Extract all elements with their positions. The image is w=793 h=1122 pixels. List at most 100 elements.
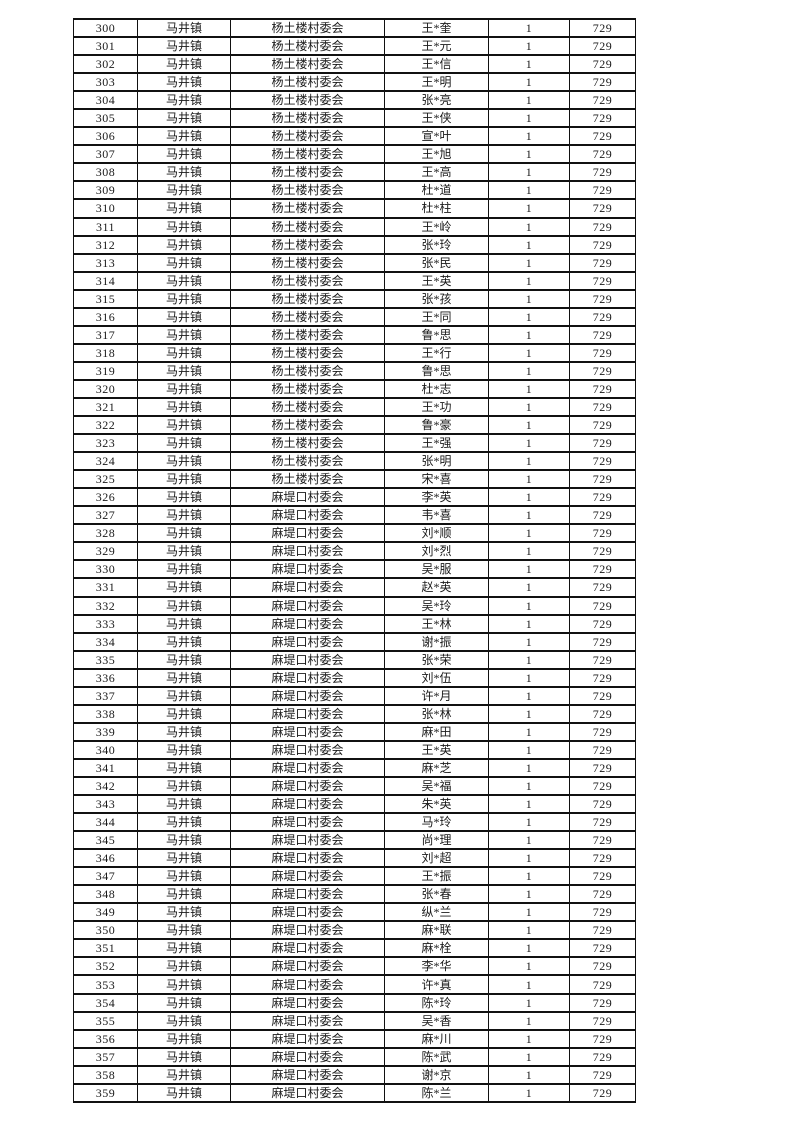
cell-amount: 729	[569, 902, 636, 923]
table-row: 307 马井镇 杨土楼村委会 王*旭 1 729	[73, 144, 636, 165]
cell-amount: 729	[569, 396, 636, 418]
cell-amount: 729	[569, 505, 636, 526]
cell-village: 麻堤口村委会	[230, 757, 385, 778]
cell-count: 1	[488, 721, 570, 742]
cell-town: 马井镇	[137, 324, 231, 345]
cell-count: 1	[488, 505, 570, 526]
cell-village: 麻堤口村委会	[230, 1010, 385, 1031]
cell-amount: 729	[569, 920, 636, 941]
cell-village: 杨土楼村委会	[230, 126, 385, 147]
cell-town: 马井镇	[137, 270, 231, 291]
cell-no: 355	[73, 1010, 138, 1031]
cell-count: 1	[488, 559, 570, 580]
cell-village: 麻堤口村委会	[230, 848, 385, 869]
cell-town: 马井镇	[137, 505, 231, 526]
cell-count: 1	[488, 396, 570, 418]
cell-name: 张*亮	[384, 90, 489, 111]
cell-count: 1	[488, 1064, 570, 1085]
table-row: 316 马井镇 杨土楼村委会 王*同 1 729	[73, 306, 636, 327]
cell-village: 麻堤口村委会	[230, 866, 385, 887]
cell-name: 尚*理	[384, 830, 489, 851]
cell-amount: 729	[569, 794, 636, 815]
cell-name: 麻*川	[384, 1028, 489, 1049]
cell-name: 张*林	[384, 703, 489, 724]
cell-name: 鲁*豪	[384, 415, 489, 436]
cell-count: 1	[488, 775, 570, 797]
cell-no: 335	[73, 649, 138, 670]
table-row: 332 马井镇 麻堤口村委会 吴*玲 1 729	[73, 595, 636, 616]
cell-town: 马井镇	[137, 126, 231, 147]
cell-name: 王*侠	[384, 108, 489, 129]
cell-amount: 729	[569, 938, 636, 959]
cell-village: 麻堤口村委会	[230, 794, 385, 815]
cell-no: 310	[73, 198, 138, 219]
cell-name: 王*明	[384, 72, 489, 93]
table-row: 359 马井镇 麻堤口村委会 陈*兰 1 729	[73, 1082, 636, 1104]
cell-count: 1	[488, 108, 570, 129]
cell-count: 1	[488, 433, 570, 454]
cell-amount: 729	[569, 866, 636, 887]
cell-amount: 729	[569, 342, 636, 363]
cell-name: 陈*兰	[384, 1082, 489, 1104]
cell-village: 麻堤口村委会	[230, 703, 385, 724]
cell-count: 1	[488, 703, 570, 724]
table-row: 303 马井镇 杨土楼村委会 王*明 1 729	[73, 72, 636, 93]
cell-town: 马井镇	[137, 54, 231, 75]
cell-name: 韦*喜	[384, 505, 489, 526]
cell-no: 334	[73, 631, 138, 652]
cell-town: 马井镇	[137, 974, 231, 995]
cell-no: 322	[73, 415, 138, 436]
cell-village: 麻堤口村委会	[230, 577, 385, 598]
cell-village: 麻堤口村委会	[230, 1046, 385, 1067]
table-row: 358 马井镇 麻堤口村委会 谢*京 1 729	[73, 1064, 636, 1085]
cell-name: 鲁*思	[384, 324, 489, 345]
cell-name: 张*玲	[384, 234, 489, 255]
cell-amount: 729	[569, 198, 636, 219]
cell-town: 马井镇	[137, 902, 231, 923]
cell-count: 1	[488, 757, 570, 778]
cell-no: 329	[73, 541, 138, 562]
cell-name: 麻*芝	[384, 757, 489, 778]
cell-name: 麻*联	[384, 920, 489, 941]
cell-village: 麻堤口村委会	[230, 884, 385, 905]
cell-village: 麻堤口村委会	[230, 920, 385, 941]
cell-town: 马井镇	[137, 216, 231, 237]
cell-no: 357	[73, 1046, 138, 1067]
cell-name: 刘*顺	[384, 523, 489, 544]
table-row: 313 马井镇 杨土楼村委会 张*民 1 729	[73, 252, 636, 273]
cell-town: 马井镇	[137, 108, 231, 129]
table-row: 319 马井镇 杨土楼村委会 鲁*思 1 729	[73, 360, 636, 381]
table-row: 311 马井镇 杨土楼村委会 王*岭 1 729	[73, 216, 636, 237]
table-row: 337 马井镇 麻堤口村委会 许*月 1 729	[73, 685, 636, 706]
cell-name: 杜*志	[384, 378, 489, 399]
table-row: 301 马井镇 杨土楼村委会 王*元 1 729	[73, 36, 636, 57]
cell-name: 王*振	[384, 866, 489, 887]
table-row: 342 马井镇 麻堤口村委会 吴*福 1 729	[73, 775, 636, 797]
cell-no: 311	[73, 216, 138, 237]
cell-count: 1	[488, 974, 570, 995]
cell-name: 张*春	[384, 884, 489, 905]
cell-count: 1	[488, 685, 570, 706]
cell-amount: 729	[569, 649, 636, 670]
cell-town: 马井镇	[137, 794, 231, 815]
cell-no: 340	[73, 739, 138, 760]
cell-name: 许*真	[384, 974, 489, 995]
table-row: 329 马井镇 麻堤口村委会 刘*烈 1 729	[73, 541, 636, 562]
cell-name: 谢*京	[384, 1064, 489, 1085]
cell-amount: 729	[569, 180, 636, 201]
cell-village: 麻堤口村委会	[230, 721, 385, 742]
cell-town: 马井镇	[137, 198, 231, 219]
cell-village: 杨土楼村委会	[230, 162, 385, 183]
cell-no: 344	[73, 812, 138, 833]
cell-no: 305	[73, 108, 138, 129]
cell-village: 杨土楼村委会	[230, 198, 385, 219]
cell-name: 纵*兰	[384, 902, 489, 923]
cell-amount: 729	[569, 270, 636, 291]
cell-village: 杨土楼村委会	[230, 17, 385, 39]
table-row: 343 马井镇 麻堤口村委会 朱*英 1 729	[73, 794, 636, 815]
cell-name: 张*明	[384, 451, 489, 472]
cell-amount: 729	[569, 252, 636, 273]
cell-count: 1	[488, 1082, 570, 1104]
cell-amount: 729	[569, 415, 636, 436]
cell-town: 马井镇	[137, 487, 231, 508]
